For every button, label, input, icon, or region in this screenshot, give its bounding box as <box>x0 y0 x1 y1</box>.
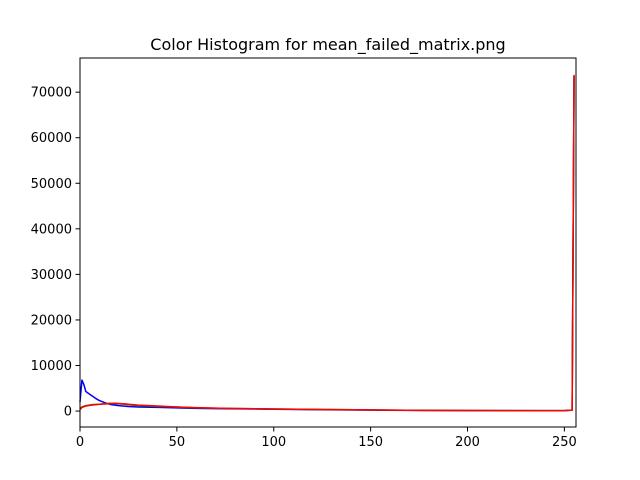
y-tick-label: 60000 <box>31 131 72 146</box>
chart-title: Color Histogram for mean_failed_matrix.p… <box>150 35 505 55</box>
axes-frame <box>79 57 577 428</box>
x-tick-label: 200 <box>455 435 480 450</box>
y-tick-label: 0 <box>64 405 72 420</box>
y-tick-label: 50000 <box>31 177 72 192</box>
y-tick-label: 20000 <box>31 313 72 328</box>
y-tick-label: 10000 <box>31 359 72 374</box>
series-line-2 <box>79 74 575 412</box>
x-tick-label: 150 <box>358 435 383 450</box>
x-tick-label: 50 <box>169 435 186 450</box>
x-tick-label: 0 <box>76 435 84 450</box>
x-tick-label: 250 <box>552 435 577 450</box>
y-tick-label: 30000 <box>31 268 72 283</box>
axes-layer: 0 50 100 150 200 250 0 10000 20000 30000 40000 5000… <box>31 57 577 450</box>
x-tick-label: 100 <box>261 435 286 450</box>
y-tick-label: 40000 <box>31 222 72 237</box>
y-tick-label: 70000 <box>31 86 72 101</box>
series-layer <box>79 74 575 412</box>
